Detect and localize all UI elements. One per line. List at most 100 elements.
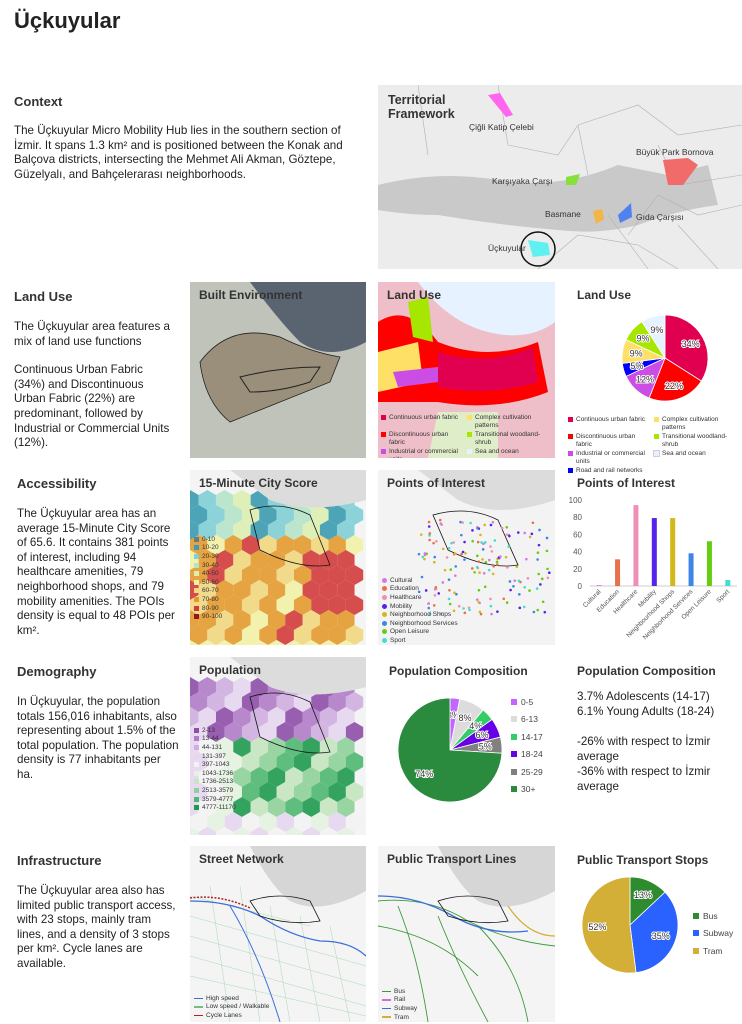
legend-item: Low speed / Walkable — [194, 1003, 269, 1012]
legend-label: 2-13 — [202, 726, 216, 734]
poi-point — [539, 583, 542, 586]
hex-cell — [250, 707, 268, 727]
legend-line — [382, 1016, 391, 1018]
hex-cell — [328, 722, 346, 742]
pt-legend: Bus Rail Subway Tram — [382, 987, 417, 1021]
poi-point — [489, 597, 492, 601]
stat-young-adults: 6.1% Young Adults (18-24) — [577, 705, 715, 718]
legend-label: Tram — [703, 945, 723, 956]
hex-cell — [259, 505, 277, 525]
poi-point — [434, 586, 438, 589]
hex-cell — [215, 490, 234, 510]
hex-cell — [302, 827, 320, 835]
legend-item: Sea and ocean — [653, 450, 738, 465]
pt-stops-title: Public Transport Stops — [577, 853, 709, 867]
legend-dot — [382, 620, 387, 626]
legend-item: Cycle Lanes — [194, 1011, 269, 1020]
demography-heading: Demography — [17, 664, 97, 679]
hex-cell — [319, 737, 338, 757]
legend-item: 25-29 — [511, 763, 543, 781]
legend-label: Transitional woodland-shrub — [475, 431, 541, 446]
legend-swatch — [693, 947, 699, 954]
poi-point — [433, 594, 437, 597]
hex-cell — [285, 640, 303, 645]
legend-item: Road and rail networks — [568, 467, 652, 475]
legend-dot — [382, 603, 387, 609]
legend-item: 60-70 — [194, 587, 222, 596]
hex-cell — [267, 580, 286, 600]
poi-point — [448, 588, 451, 592]
hex-cell — [259, 752, 277, 772]
legend-swatch — [568, 434, 573, 439]
land-use-map-graphic — [378, 282, 555, 458]
hex-cell — [224, 752, 242, 772]
legend-item: Neighborhood Shops — [382, 610, 458, 619]
legend-label: Subway — [394, 1004, 418, 1012]
hex-cell — [215, 610, 234, 630]
land-use-chart-title: Land Use — [577, 288, 632, 302]
legend-swatch — [194, 571, 199, 577]
legend-swatch — [511, 786, 517, 793]
hex-cell — [276, 505, 294, 525]
poi-point — [452, 541, 455, 544]
legend-item: Neighborhood Services — [382, 619, 458, 628]
hex-cell — [345, 565, 364, 585]
legend-dot — [382, 586, 387, 592]
legend-label: 30+ — [521, 784, 536, 795]
legend-label: 131-397 — [202, 752, 226, 760]
hex-cell — [285, 610, 303, 630]
legend-label: 4777-11170 — [202, 804, 236, 812]
population-composition-title: Population Composition — [389, 664, 528, 678]
hex-cell — [302, 580, 320, 600]
legend-swatch — [194, 596, 199, 602]
hex-cell — [345, 505, 364, 525]
hex-cell — [311, 505, 329, 525]
hex-cell — [198, 640, 216, 645]
hex-cell — [276, 812, 294, 832]
legend-item: Subway — [382, 1004, 417, 1013]
pie-label: 9% — [650, 325, 663, 335]
poi-point — [447, 578, 451, 581]
legend-swatch — [194, 762, 199, 768]
pie-slice — [397, 697, 503, 803]
hex-cell — [233, 520, 251, 540]
legend-item: Industrial or commercial units — [568, 450, 652, 465]
hex-cell — [345, 722, 364, 742]
hex-cell — [302, 707, 320, 727]
poi-point — [454, 574, 457, 577]
legend-label: 60-70 — [202, 587, 219, 595]
poi-point — [518, 606, 522, 610]
poi-map-title: Points of Interest — [387, 476, 486, 490]
hex-cell — [233, 767, 251, 787]
poi-point — [505, 601, 509, 604]
hex-cell — [241, 782, 260, 802]
legend-line — [382, 1007, 391, 1010]
pie-label: 35% — [652, 931, 670, 941]
hex-cell — [233, 580, 251, 600]
legend-swatch — [511, 716, 517, 723]
poi-point — [515, 565, 519, 569]
legend-item: Education — [382, 585, 458, 594]
hex-cell — [250, 640, 268, 645]
poi-point — [546, 576, 550, 580]
hex-cell — [259, 535, 277, 555]
poi-point — [447, 546, 451, 550]
poi-point — [427, 606, 431, 610]
legend-swatch — [194, 805, 199, 811]
poi-point — [490, 612, 493, 616]
street-legend: High speed Low speed / Walkable Cycle Lane… — [194, 994, 269, 1020]
hex-cell — [337, 610, 355, 630]
hex-cell — [345, 535, 364, 555]
hex-cell — [250, 520, 268, 540]
hex-cell — [319, 550, 338, 570]
legend-swatch — [194, 545, 199, 551]
poi-point — [475, 565, 479, 569]
poi-point — [536, 558, 539, 561]
legend-label: Bus — [703, 910, 718, 921]
hex-cell — [198, 550, 216, 570]
territorial-map-graphic — [378, 85, 742, 269]
poi-point — [419, 533, 423, 536]
poi-point — [470, 567, 474, 570]
legend-label: Complex cultivation patterns — [475, 414, 532, 429]
land-use-heading: Land Use — [14, 289, 73, 304]
